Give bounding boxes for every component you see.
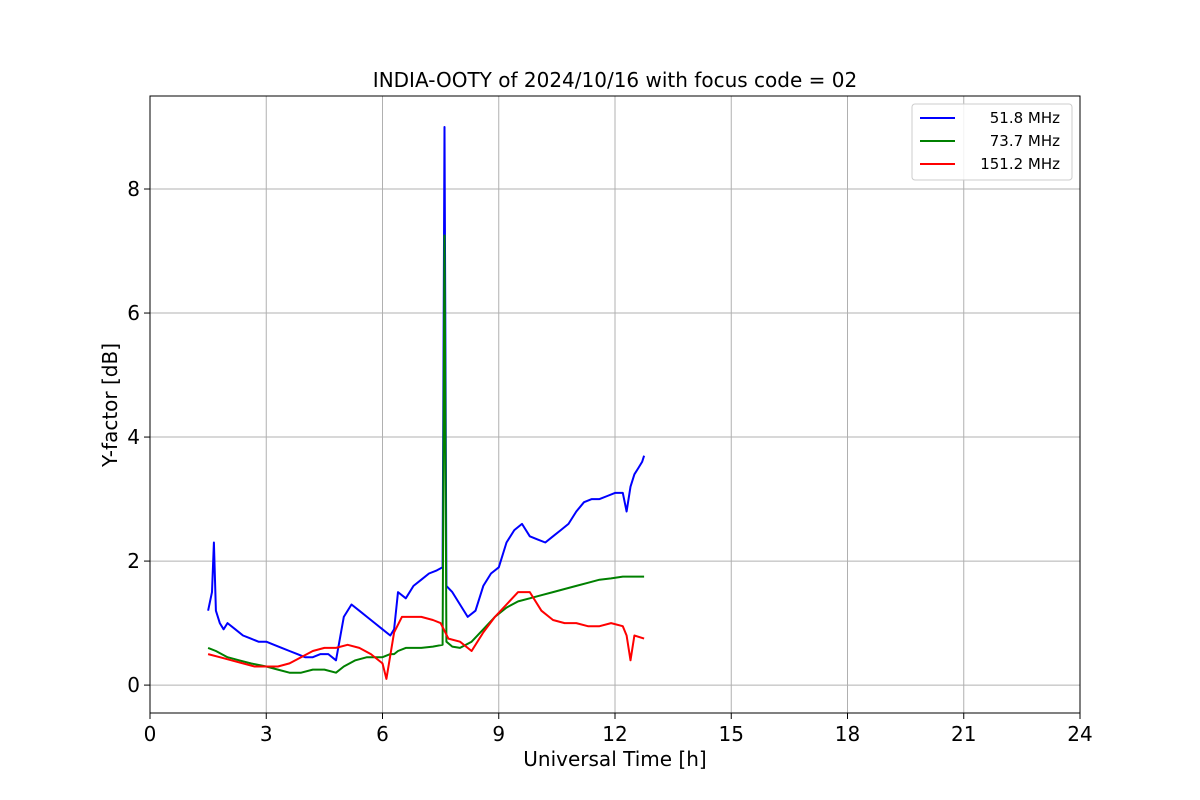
x-tick-label: 15 xyxy=(719,722,744,746)
x-tick-label: 9 xyxy=(492,722,505,746)
y-tick-label: 2 xyxy=(127,549,140,573)
y-tick-label: 8 xyxy=(127,177,140,201)
x-axis-label: Universal Time [h] xyxy=(523,747,706,771)
y-tick-label: 4 xyxy=(127,425,140,449)
y-axis-label: Y-factor [dB] xyxy=(98,343,122,468)
y-tick-label: 6 xyxy=(127,301,140,325)
y-tick-label: 0 xyxy=(127,673,140,697)
x-tick-label: 6 xyxy=(376,722,389,746)
legend-box xyxy=(911,103,1073,181)
legend-label-2: 73.7 MHz xyxy=(990,132,1060,150)
x-tick-label: 12 xyxy=(602,722,627,746)
x-tick-label: 18 xyxy=(835,722,860,746)
chart-title: INDIA-OOTY of 2024/10/16 with focus code… xyxy=(373,68,857,92)
series-line-2 xyxy=(207,234,645,674)
x-tick-label: 0 xyxy=(144,722,157,746)
legend-label-1: 51.8 MHz xyxy=(990,109,1060,127)
legend-label-3: 151.2 MHz xyxy=(980,155,1060,173)
series-line-3 xyxy=(207,591,645,680)
series-layer xyxy=(207,126,646,680)
series-line-1 xyxy=(207,126,646,662)
x-tick-label: 24 xyxy=(1067,722,1092,746)
x-tick-label: 3 xyxy=(260,722,273,746)
x-tick-label: 21 xyxy=(951,722,976,746)
legend: 51.8 MHz 73.7 MHz 151.2 MHz xyxy=(911,103,1073,181)
